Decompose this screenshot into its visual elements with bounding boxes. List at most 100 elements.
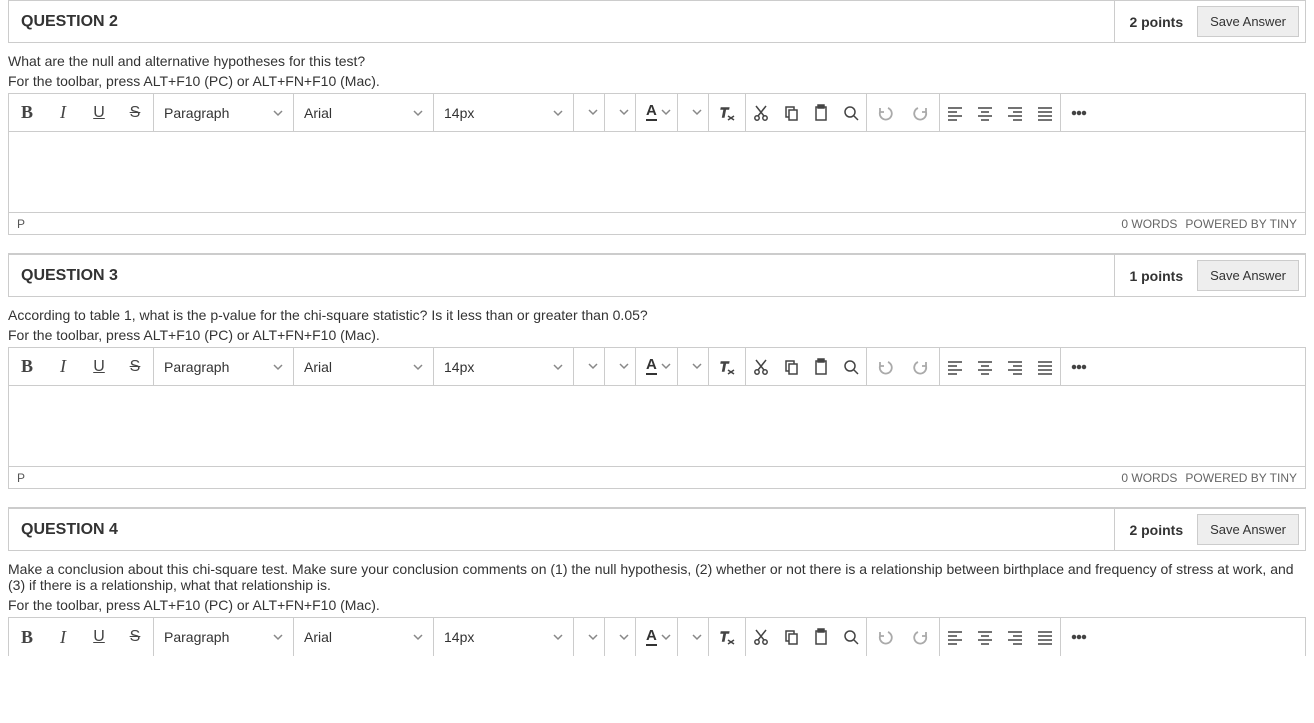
highlight-color-button[interactable] [678,94,708,131]
font-size-value: 14px [444,359,474,375]
redo-button[interactable] [903,94,939,131]
save-answer-button[interactable]: Save Answer [1197,6,1299,37]
paste-button[interactable] [806,94,836,131]
question-meta: 1 points Save Answer [1114,255,1305,296]
copy-button[interactable] [776,94,806,131]
copy-button[interactable] [776,348,806,385]
block-format-select[interactable]: Paragraph [154,94,294,131]
more-button[interactable] [1061,348,1097,385]
paste-button[interactable] [806,618,836,656]
bold-button[interactable]: B [9,618,45,656]
align-center-button[interactable] [970,94,1000,131]
bold-button[interactable]: B [9,94,45,131]
find-replace-button[interactable] [836,94,866,131]
bold-button[interactable]: B [9,348,45,385]
editor-toolbar: B I U S Paragraph Arial 14px [9,348,1305,386]
undo-button[interactable] [867,348,903,385]
bullet-list-button[interactable] [574,94,604,131]
rich-text-editor: B I U S Paragraph Arial 14px [8,617,1306,656]
bullet-list-button[interactable] [574,618,604,656]
cut-button[interactable] [746,94,776,131]
more-button[interactable] [1061,94,1097,131]
font-family-select[interactable]: Arial [294,94,434,131]
align-justify-button[interactable] [1030,348,1060,385]
bullet-list-button[interactable] [574,348,604,385]
question-header: QUESTION 3 1 points Save Answer [8,255,1306,297]
highlight-color-button[interactable] [678,618,708,656]
align-right-button[interactable] [1000,94,1030,131]
chevron-down-icon [619,105,629,120]
font-family-select[interactable]: Arial [294,618,434,656]
cut-button[interactable] [746,348,776,385]
find-replace-button[interactable] [836,618,866,656]
chevron-down-icon [588,359,598,374]
block-format-select[interactable]: Paragraph [154,348,294,385]
save-answer-button[interactable]: Save Answer [1197,260,1299,291]
align-right-button[interactable] [1000,618,1030,656]
text-color-button[interactable]: A [636,348,677,385]
underline-button[interactable]: U [81,94,117,131]
align-left-button[interactable] [940,618,970,656]
question-title: QUESTION 3 [9,257,1114,295]
chevron-down-icon [692,105,702,120]
copy-button[interactable] [776,618,806,656]
font-size-select[interactable]: 14px [434,618,574,656]
align-center-button[interactable] [970,348,1000,385]
undo-button[interactable] [867,618,903,656]
italic-button[interactable]: I [45,348,81,385]
question-title: QUESTION 4 [9,511,1114,549]
italic-button[interactable]: I [45,618,81,656]
chevron-down-icon [692,630,702,645]
align-right-button[interactable] [1000,348,1030,385]
clear-formatting-button[interactable]: T [709,94,745,131]
strikethrough-button[interactable]: S [117,618,153,656]
chevron-down-icon [413,105,423,121]
undo-button[interactable] [867,94,903,131]
editor-content-area[interactable] [9,386,1305,466]
chevron-down-icon [588,630,598,645]
more-button[interactable] [1061,618,1097,656]
align-justify-button[interactable] [1030,94,1060,131]
strikethrough-button[interactable]: S [117,348,153,385]
chevron-down-icon [661,359,671,374]
editor-content-area[interactable] [9,132,1305,212]
block-format-select[interactable]: Paragraph [154,618,294,656]
font-size-select[interactable]: 14px [434,348,574,385]
question-prompt: According to table 1, what is the p-valu… [8,297,1306,327]
text-color-button[interactable]: A [636,618,677,656]
font-family-select[interactable]: Arial [294,348,434,385]
align-justify-button[interactable] [1030,618,1060,656]
editor-footer: P 0 WORDS POWERED BY TINY [9,466,1305,488]
block-format-value: Paragraph [164,629,229,645]
text-color-button[interactable]: A [636,94,677,131]
italic-button[interactable]: I [45,94,81,131]
toolbar-hint: For the toolbar, press ALT+F10 (PC) or A… [8,597,1306,617]
question-meta: 2 points Save Answer [1114,1,1305,42]
numbered-list-button[interactable]: 123 [605,94,635,131]
chevron-down-icon [413,629,423,645]
editor-toolbar: B I U S Paragraph Arial 14px [9,94,1305,132]
font-size-select[interactable]: 14px [434,94,574,131]
chevron-down-icon [273,629,283,645]
clear-formatting-button[interactable]: T [709,618,745,656]
word-count: 0 WORDS [1121,471,1177,485]
underline-button[interactable]: U [81,348,117,385]
clear-formatting-button[interactable]: T [709,348,745,385]
block-format-value: Paragraph [164,359,229,375]
paste-button[interactable] [806,348,836,385]
align-center-button[interactable] [970,618,1000,656]
save-answer-button[interactable]: Save Answer [1197,514,1299,545]
align-left-button[interactable] [940,94,970,131]
highlight-color-button[interactable] [678,348,708,385]
align-left-button[interactable] [940,348,970,385]
strikethrough-button[interactable]: S [117,94,153,131]
redo-button[interactable] [903,348,939,385]
font-size-value: 14px [444,105,474,121]
find-replace-button[interactable] [836,348,866,385]
numbered-list-button[interactable]: 123 [605,618,635,656]
numbered-list-button[interactable]: 123 [605,348,635,385]
redo-button[interactable] [903,618,939,656]
underline-button[interactable]: U [81,618,117,656]
editor-toolbar: B I U S Paragraph Arial 14px [9,618,1305,656]
cut-button[interactable] [746,618,776,656]
